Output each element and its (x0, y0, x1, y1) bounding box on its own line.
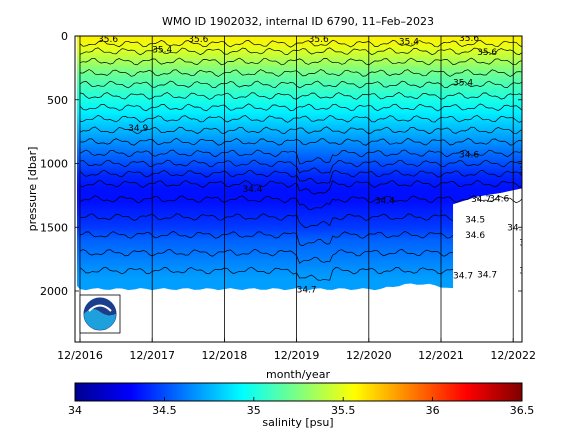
x-tick-label: 12/2017 (129, 349, 175, 362)
y-tick-label: 1000 (40, 158, 68, 171)
contour-label: 35.4 (399, 38, 419, 48)
colorbar-tick-label: 36 (426, 404, 440, 417)
contour-label: 34.7 (297, 286, 317, 296)
x-axis-ticks: 12/2016 12/2017 12/2018 12/2019 12/2020 12/20… (57, 338, 536, 362)
y-tick-label: 0 (61, 30, 68, 43)
y-tick-label: 2000 (40, 285, 68, 298)
contour-line (79, 266, 454, 281)
contour-line (79, 159, 522, 174)
contour-label: 35.4 (453, 79, 473, 89)
y-axis-label: pressure [dbar] (26, 147, 39, 232)
contour-line (79, 230, 454, 247)
contour-line (79, 39, 522, 48)
colorbar-label: salinity [psu] (262, 416, 333, 429)
contour-line (79, 195, 522, 210)
x-axis-label: month/year (266, 368, 330, 381)
contour-label: 34.6 (489, 195, 509, 205)
contour-label: 34.7 (453, 272, 473, 282)
contour-line (79, 103, 522, 112)
y-tick-label: 500 (47, 94, 68, 107)
contour-label: 34.6 (459, 151, 479, 161)
x-tick-label: 12/2016 (57, 349, 103, 362)
x-tick-label: 12/2021 (418, 349, 464, 362)
y-axis-ticks: 0 500 1000 1500 2000 (40, 30, 522, 298)
y-tick-label: 1500 (40, 221, 68, 234)
colorbar-ticks: 34 34.5 35 35.5 36 36.5 (68, 397, 534, 417)
contour-line (79, 91, 522, 100)
noaa-logo (79, 294, 121, 334)
contour-line (79, 80, 522, 89)
contour-line (79, 149, 522, 165)
contour-line (79, 47, 522, 56)
contour-label: 35.6 (459, 34, 479, 44)
contour-label: 34.9 (128, 124, 148, 134)
contour-label: 34.7 (507, 223, 527, 233)
chart-title: WMO ID 1902032, internal ID 6790, 11–Feb… (162, 15, 434, 28)
contour-label: 34.6 (465, 231, 485, 241)
x-tick-label: 12/2019 (274, 349, 320, 362)
colorbar-tick-label: 34 (68, 404, 82, 417)
colorbar (74, 382, 523, 402)
contour-label: 34.4 (242, 185, 262, 195)
contour-label: 34.7 (519, 267, 539, 277)
plot-frame (74, 35, 523, 343)
contour-line (79, 115, 522, 123)
contour-line (79, 248, 454, 264)
x-tick-label: 12/2018 (202, 349, 248, 362)
contour-line (79, 69, 522, 77)
contour-label: 35.6 (188, 35, 208, 45)
contour-line (79, 137, 522, 146)
contour-label: 35.6 (309, 35, 329, 45)
year-grid-lines (79, 36, 514, 342)
data-layer: 35.6 35.6 35.6 35.6 35.4 35.4 35.6 35.4 34.9 34.6… (76, 34, 539, 342)
colorbar-tick-label: 36.5 (510, 404, 535, 417)
contour-line (79, 180, 522, 195)
contour-label: 35.4 (152, 45, 172, 55)
contour-label: 34.5 (465, 216, 485, 226)
contour-line (79, 169, 522, 185)
colorbar-tick-label: 35.5 (331, 404, 356, 417)
x-tick-label: 12/2022 (490, 349, 536, 362)
colorbar-tick-label: 34.5 (152, 404, 177, 417)
x-tick-label: 12/2020 (346, 349, 392, 362)
contour-label-group: 35.6 35.6 35.6 35.6 35.4 35.4 35.6 35.4 34.9 34.6… (98, 34, 539, 296)
contour-label: 35.6 (477, 48, 497, 58)
contour-label: 34.7 (477, 270, 497, 280)
contour-line (79, 213, 454, 229)
contour-label: 34.7 (471, 195, 491, 205)
contour-label: 34.4 (519, 166, 539, 176)
contour-label: 34.7 (519, 239, 539, 249)
contour-line (79, 126, 522, 135)
colorbar-tick-label: 35 (247, 404, 261, 417)
contour-line (79, 57, 522, 66)
contour-lines (79, 39, 522, 281)
contour-label: 34.4 (375, 196, 395, 206)
contour-label: 35.6 (98, 35, 118, 45)
